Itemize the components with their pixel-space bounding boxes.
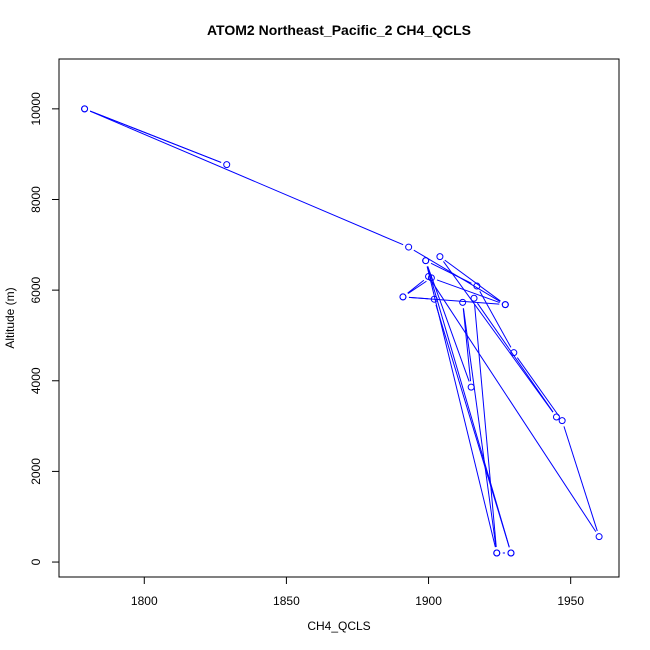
data-point bbox=[430, 295, 438, 303]
y-axis-label: Altitude (m) bbox=[3, 287, 17, 348]
series-segment bbox=[474, 304, 497, 548]
y-tick-label: 10000 bbox=[29, 92, 43, 126]
series-segment bbox=[563, 426, 598, 532]
data-point bbox=[507, 549, 515, 557]
data-point bbox=[473, 282, 481, 290]
x-tick-label: 1800 bbox=[131, 594, 158, 608]
series-segment bbox=[431, 281, 597, 532]
series-segment bbox=[436, 279, 500, 304]
data-point bbox=[467, 383, 475, 391]
series-layer bbox=[81, 105, 603, 557]
data-point bbox=[501, 301, 509, 309]
series-segment bbox=[407, 280, 427, 295]
y-tick-label: 6000 bbox=[29, 276, 43, 303]
data-point bbox=[558, 417, 566, 425]
data-point bbox=[422, 257, 430, 265]
series-segment bbox=[479, 291, 512, 348]
x-tick-label: 1850 bbox=[273, 594, 300, 608]
y-tick-label: 0 bbox=[29, 558, 43, 565]
data-point bbox=[399, 293, 407, 301]
data-point bbox=[405, 243, 413, 251]
series-segment bbox=[435, 304, 510, 548]
series-segment bbox=[89, 110, 404, 246]
series-segment bbox=[407, 279, 425, 294]
series-segment bbox=[426, 266, 510, 548]
x-axis: 1800 1850 1900 1950 bbox=[131, 576, 584, 608]
series-segment bbox=[444, 259, 501, 302]
x-axis-label: CH4_QCLS bbox=[307, 619, 370, 633]
data-point bbox=[223, 161, 231, 169]
y-tick-label: 2000 bbox=[29, 458, 43, 485]
data-point bbox=[425, 273, 433, 281]
y-tick-label: 8000 bbox=[29, 186, 43, 213]
data-point bbox=[470, 294, 478, 302]
data-point bbox=[595, 533, 603, 541]
data-point bbox=[552, 413, 560, 421]
series-segment bbox=[408, 296, 429, 300]
series-segment bbox=[477, 302, 554, 413]
data-point bbox=[459, 298, 467, 306]
data-point bbox=[510, 349, 518, 357]
data-point bbox=[436, 253, 444, 261]
series-segment bbox=[462, 308, 497, 548]
data-point bbox=[493, 549, 501, 557]
series-segment bbox=[516, 357, 560, 417]
chart-title: ATOM2 Northeast_Pacific_2 CH4_QCLS bbox=[207, 22, 471, 38]
y-axis: 0 2000 4000 6000 8000 10000 bbox=[29, 92, 60, 565]
y-tick-label: 4000 bbox=[29, 367, 43, 394]
series-segment bbox=[427, 266, 470, 382]
data-point bbox=[81, 105, 89, 113]
series-segment bbox=[89, 110, 222, 163]
series-segment bbox=[430, 262, 472, 284]
series-segment bbox=[462, 308, 472, 382]
series-segment bbox=[443, 261, 554, 413]
x-tick-label: 1900 bbox=[415, 594, 442, 608]
x-tick-label: 1950 bbox=[557, 594, 584, 608]
